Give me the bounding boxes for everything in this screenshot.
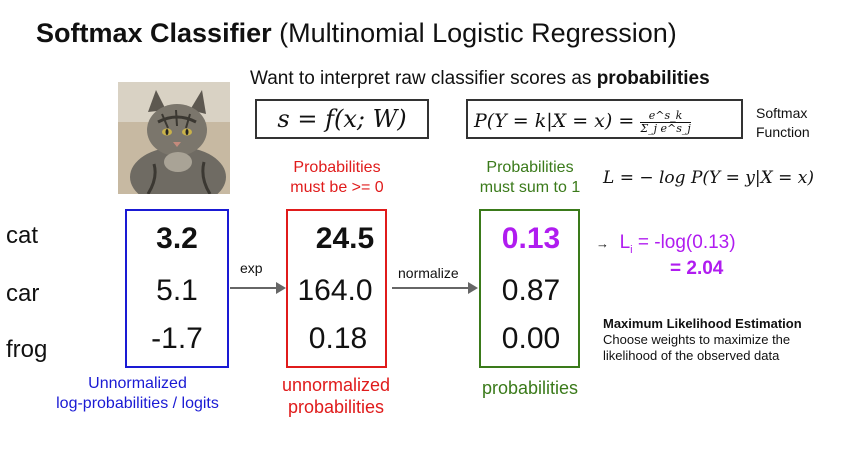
logit-frog: -1.7 — [151, 322, 203, 355]
unnormalized-caption: unnormalized probabilities — [281, 375, 391, 417]
logit-car: 5.1 — [156, 274, 198, 307]
unnormalized-frog: 0.18 — [308, 322, 368, 355]
logits-box — [125, 209, 229, 368]
note-probabilities-sum: Probabilities must sum to 1 — [479, 159, 581, 196]
score-formula: s = f(x; W) — [255, 99, 429, 139]
probability-frog: 0.00 — [501, 322, 561, 355]
class-label-car: car — [6, 280, 40, 307]
normalize-arrow-icon — [392, 282, 478, 294]
unnormalized-car: 164.0 — [297, 274, 373, 307]
probability-car: 0.87 — [501, 274, 561, 307]
normalize-label: normalize — [398, 265, 459, 281]
unnormalized-cat: 24.5 — [315, 222, 375, 255]
page-title: Softmax Classifier (Multinomial Logistic… — [36, 18, 677, 48]
exp-label: exp — [240, 260, 263, 276]
probabilities-box — [479, 209, 580, 368]
note-probabilities-positive: Probabilities must be >= 0 — [290, 159, 384, 196]
class-label-cat: cat — [6, 222, 39, 249]
probability-cat: 0.13 — [501, 222, 561, 255]
exp-arrow-icon — [230, 282, 286, 294]
logit-cat: 3.2 — [156, 222, 198, 255]
probabilities-caption: probabilities — [481, 378, 579, 398]
loss-formula: L = − log P(Y = y|X = x) — [603, 168, 814, 188]
class-label-frog: frog — [6, 336, 48, 363]
unnormalized-box — [286, 209, 387, 368]
subtitle: Want to interpret raw classifier scores … — [250, 68, 710, 89]
loss-value: = 2.04 — [670, 258, 724, 279]
cat-photo-icon — [118, 82, 230, 194]
logits-caption: Unnormalized log-probabilities / logits — [56, 375, 219, 412]
mle-note: Maximum Likelihood Estimation Choose wei… — [603, 316, 802, 363]
softmax-function-label: Softmax Function — [756, 105, 810, 140]
loss-result: → Li = -log(0.13) — [596, 232, 736, 256]
softmax-formula: P(Y = k|X = x) = e^s_k Σ_j e^s_j — [466, 99, 743, 139]
